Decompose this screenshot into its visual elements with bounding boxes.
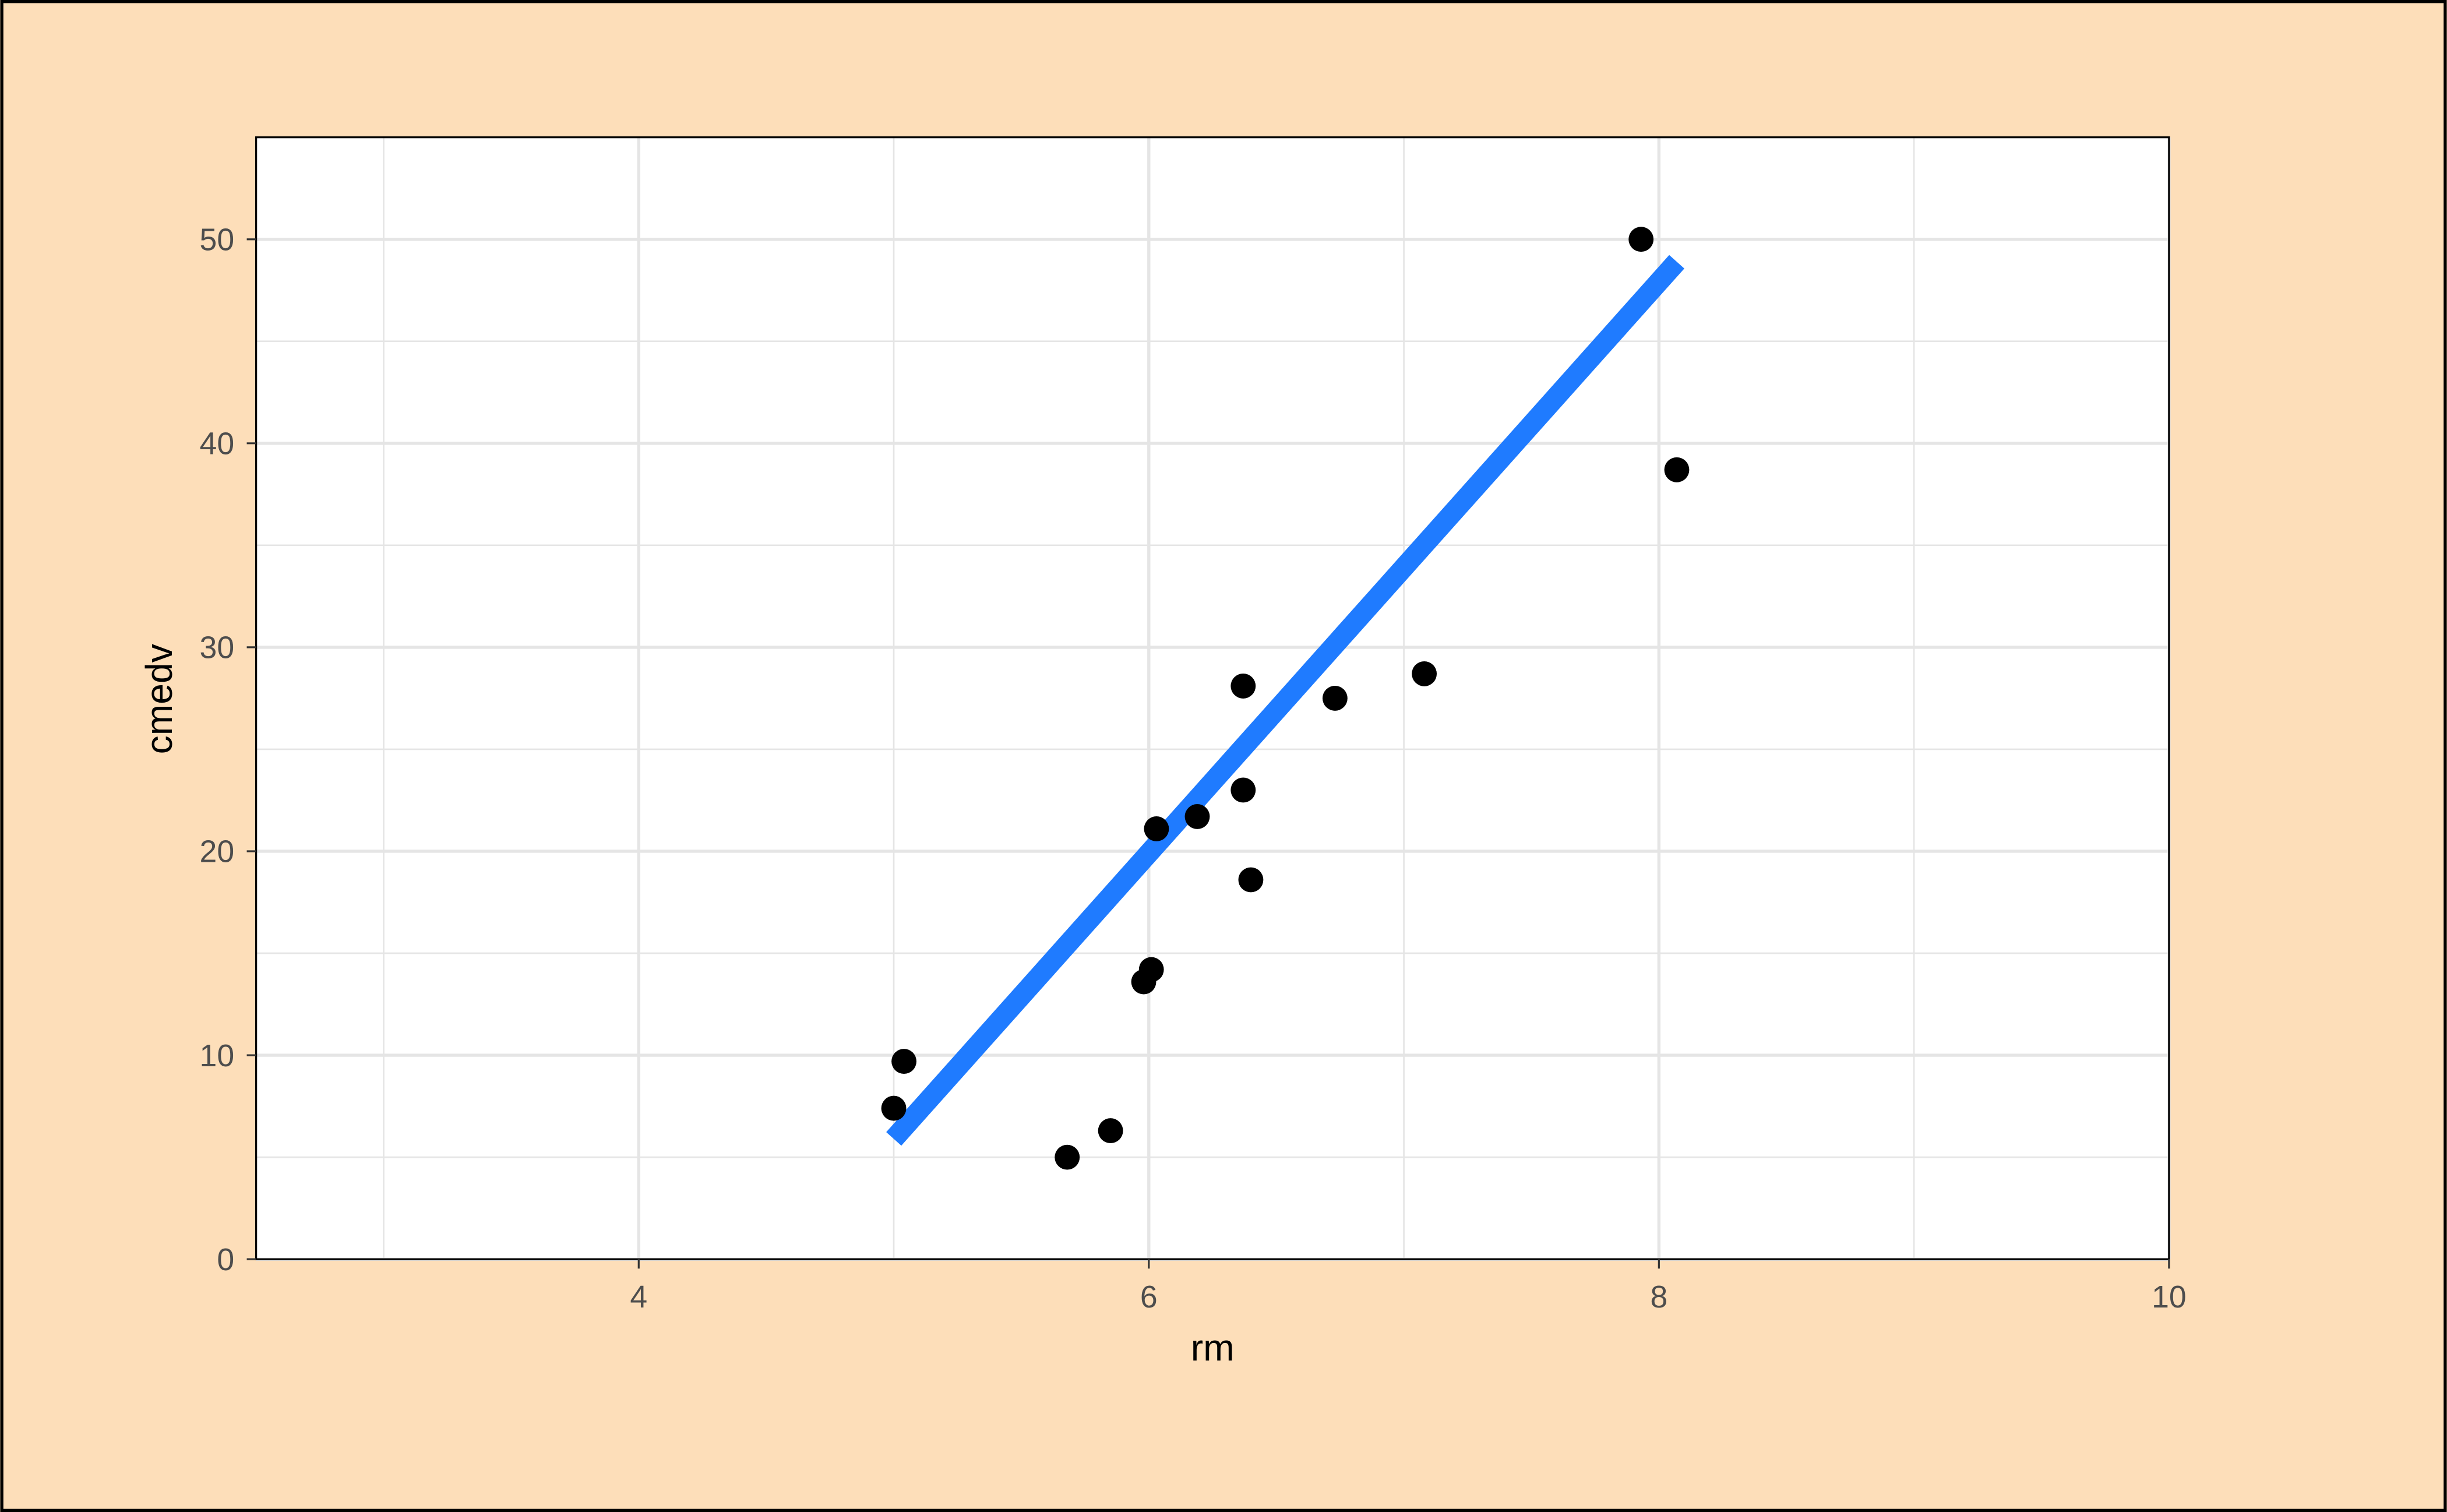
data-point <box>1412 661 1437 686</box>
x-axis-label: rm <box>1191 1327 1235 1369</box>
plot-border <box>255 136 2170 1260</box>
data-point <box>1664 457 1690 482</box>
data-point <box>1184 804 1210 829</box>
x-tick-label: 10 <box>2152 1280 2187 1314</box>
y-tick-label: 20 <box>200 835 235 869</box>
y-tick-label: 10 <box>200 1039 235 1073</box>
data-point <box>1628 227 1654 252</box>
data-point <box>1230 673 1256 699</box>
y-tick-label: 50 <box>200 223 235 257</box>
data-point <box>881 1095 907 1121</box>
y-axis-label: cmedv <box>138 644 180 754</box>
x-tick-label: 8 <box>1650 1280 1667 1314</box>
data-point <box>1322 685 1348 711</box>
fit-line <box>886 255 1684 1146</box>
y-tick-label: 0 <box>217 1243 234 1277</box>
x-tick-label: 4 <box>630 1280 647 1314</box>
data-point <box>1230 777 1256 803</box>
data-point <box>1144 816 1169 841</box>
data-point <box>1131 969 1156 995</box>
data-point <box>1055 1144 1080 1170</box>
data-point <box>1098 1118 1123 1144</box>
y-tick-label: 40 <box>200 427 235 461</box>
data-point <box>891 1049 916 1074</box>
plot-panel <box>256 137 2169 1260</box>
points <box>881 227 1690 1170</box>
axes: 4 6 8 10 0 10 20 30 40 50 <box>200 223 2187 1314</box>
y-tick-label: 30 <box>200 631 235 665</box>
x-tick-label: 6 <box>1140 1280 1158 1314</box>
data-point <box>1238 867 1264 893</box>
